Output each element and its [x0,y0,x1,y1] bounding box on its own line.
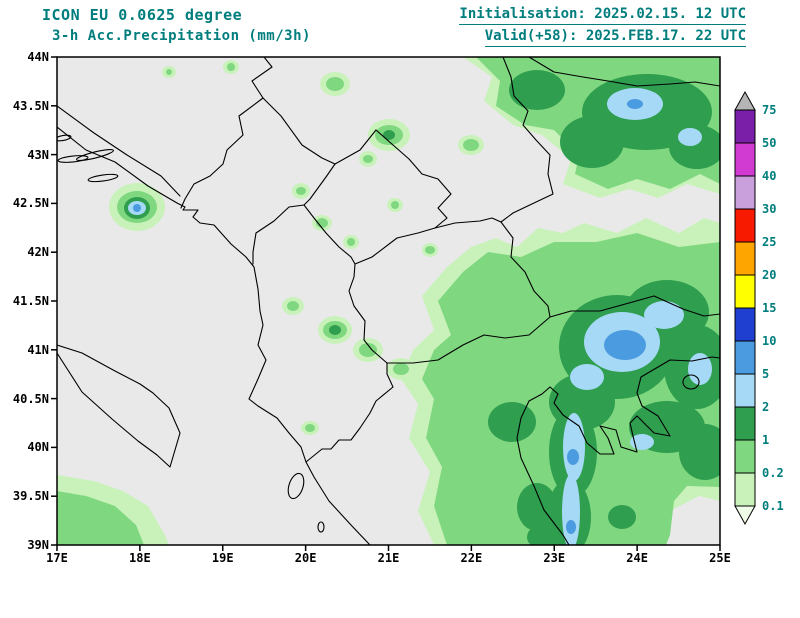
colorbar-cell [735,341,755,374]
colorbar-label: 2 [762,400,769,414]
colorbar-cell [735,308,755,341]
colorbar-label: 50 [762,136,776,150]
weather-chart-page: ICON EU 0.0625 degree 3-h Acc.Precipitat… [0,0,800,618]
y-axis-tick-label: 43.5N [0,99,52,113]
x-axis-tick-label: 21E [378,551,400,565]
colorbar-label: 0.2 [762,466,784,480]
colorbar-label: 75 [762,103,776,117]
colorbar-cell [735,473,755,506]
x-axis-tick-label: 24E [626,551,648,565]
y-axis-tick-label: 42.5N [0,196,52,210]
y-axis-tick-label: 42N [0,245,52,259]
x-axis-tick-label: 20E [295,551,317,565]
colorbar-label: 15 [762,301,776,315]
model-title: ICON EU 0.0625 degree [42,6,242,24]
colorbar-label: 20 [762,268,776,282]
valid-time-label: Valid(+58): 2025.FEB.17. 22 UTC [485,28,746,47]
y-axis-tick-label: 40N [0,440,52,454]
x-axis-tick-label: 17E [46,551,68,565]
colorbar-label: 25 [762,235,776,249]
y-axis-tick-label: 40.5N [0,392,52,406]
x-axis-tick-label: 23E [543,551,565,565]
colorbar-cell [735,407,755,440]
init-time-label: Initialisation: 2025.02.15. 12 UTC [459,6,746,25]
product-title: 3-h Acc.Precipitation (mm/3h) [52,28,311,44]
colorbar-cell [735,143,755,176]
y-axis-tick-label: 43N [0,148,52,162]
colorbar-label: 30 [762,202,776,216]
colorbar-label: 1 [762,433,769,447]
colorbar-label: 5 [762,367,769,381]
precipitation-map [49,49,728,555]
colorbar-cell [735,374,755,407]
x-axis-tick-label: 22E [461,551,483,565]
x-axis-tick-label: 18E [129,551,151,565]
colorbar-cell [735,275,755,308]
colorbar-cell [735,176,755,209]
colorbar-label: 0.1 [762,499,784,513]
y-axis-tick-label: 39N [0,538,52,552]
x-axis-tick-label: 19E [212,551,234,565]
colorbar-arrow-up [735,92,755,110]
colorbar-label: 40 [762,169,776,183]
colorbar-label: 10 [762,334,776,348]
colorbar-cell [735,209,755,242]
x-axis-tick-label: 25E [709,551,731,565]
colorbar-cell [735,110,755,143]
colorbar-arrow-down [735,506,755,524]
y-axis-tick-label: 41.5N [0,294,52,308]
y-axis-tick-label: 39.5N [0,489,52,503]
y-axis-tick-label: 44N [0,50,52,64]
colorbar-cell [735,440,755,473]
colorbar-cell [735,242,755,275]
precipitation-colorbar: 75 50 40 30 25 20 15 10 5 2 1 0.2 0.1 [731,90,793,530]
y-axis-tick-label: 41N [0,343,52,357]
